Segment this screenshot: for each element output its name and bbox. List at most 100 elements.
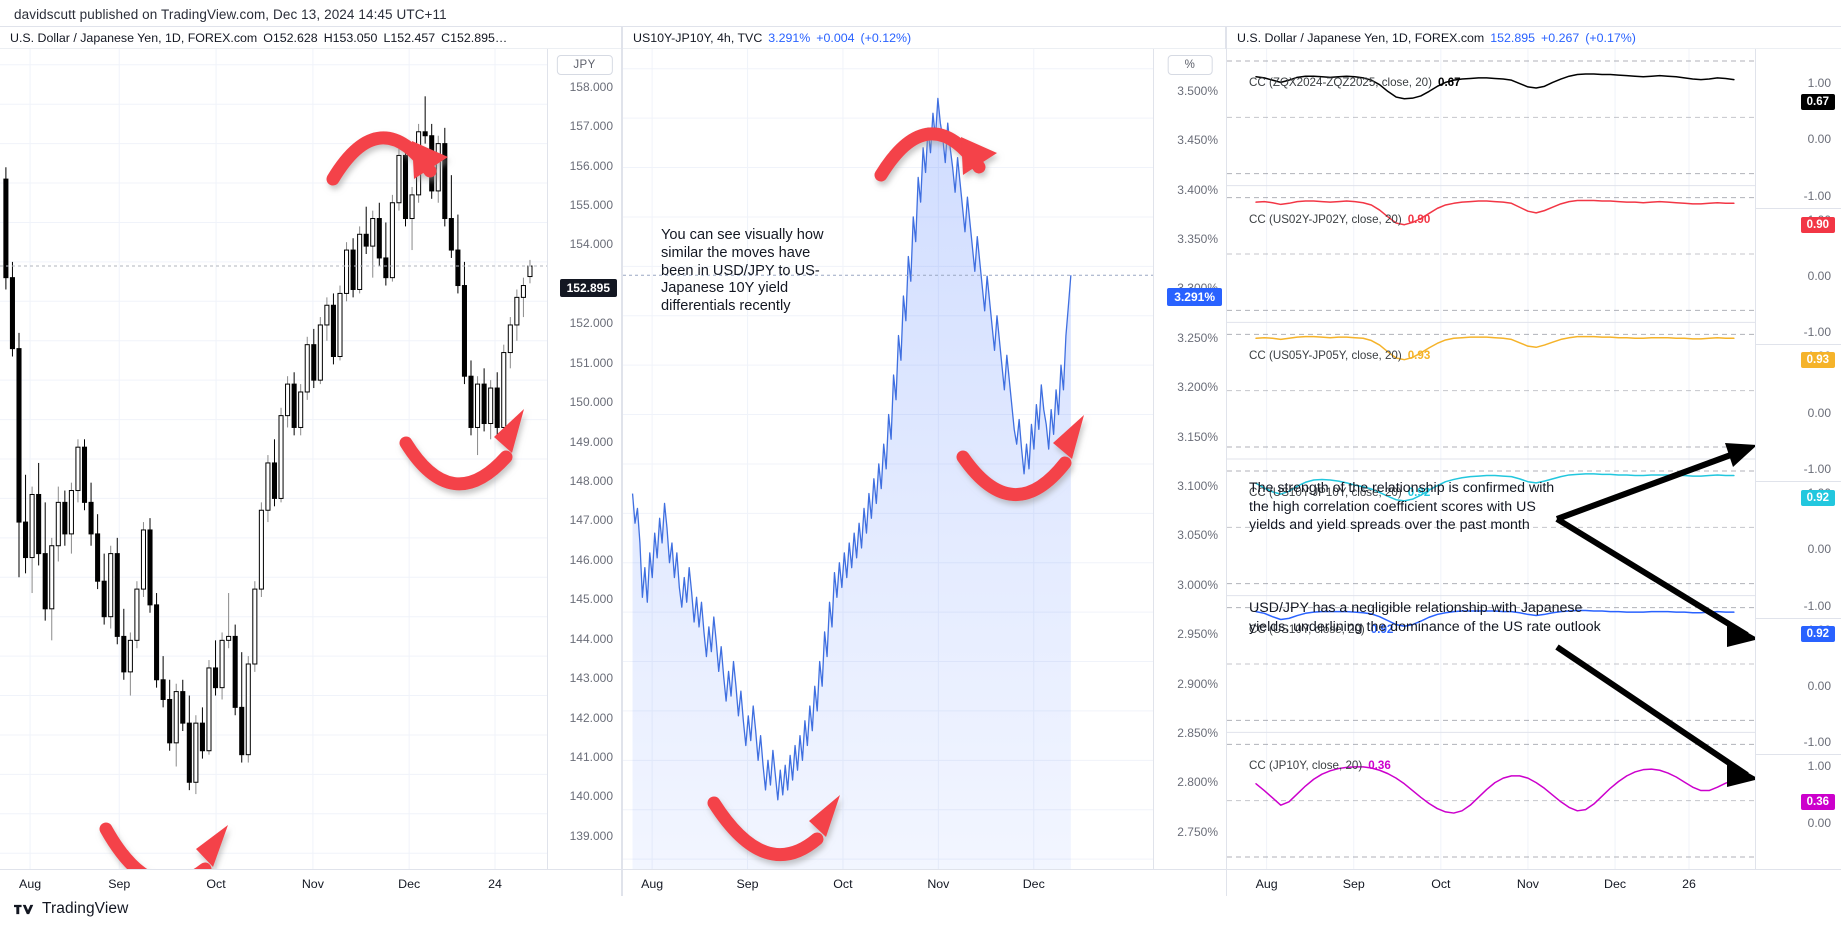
panel3-indicator-badge: 0.92 — [1800, 489, 1835, 506]
panel1-y-tick: 142.000 — [569, 710, 613, 725]
panel1-x-tick: Nov — [301, 877, 324, 891]
correlation-series-group — [1227, 49, 1755, 869]
panel1-y-tick: 152.000 — [569, 316, 613, 331]
panel3-indicator-name: CC (US02Y-JP02Y, close, 20) — [1249, 212, 1402, 226]
panel1-x-tick: Dec — [398, 877, 421, 891]
panel2-y-tick: 3.150% — [1177, 429, 1218, 444]
panel2-y-tick: 3.100% — [1177, 478, 1218, 493]
panel1-x-tick: Sep — [108, 877, 131, 891]
panel1-x-tick: Aug — [19, 877, 42, 891]
panel1-low: L152.457 — [383, 30, 436, 45]
panel3-indicator-badge: 0.93 — [1800, 352, 1835, 369]
panel2-x-tick: Nov — [927, 877, 950, 891]
panel2-change: +0.004 — [816, 30, 855, 45]
chart-panel-yield-spread: US10Y-JP10Y, 4h, TVC 3.291% +0.004 (+0.1… — [622, 26, 1226, 897]
panel2-scale-unit[interactable]: % — [1167, 55, 1213, 75]
panel3-y-tick: -1.00 — [1803, 325, 1831, 340]
panel1-scale-unit[interactable]: JPY — [556, 55, 613, 75]
panel1-y-tick: 141.000 — [569, 749, 613, 764]
panel3-y-tick: 0.00 — [1807, 815, 1831, 830]
panel1-y-tick: 158.000 — [569, 79, 613, 94]
panel1-y-tick: 148.000 — [569, 474, 613, 488]
chart-panel-correlations: U.S. Dollar / Japanese Yen, 1D, FOREX.co… — [1226, 26, 1841, 897]
panel1-header: U.S. Dollar / Japanese Yen, 1D, FOREX.co… — [0, 27, 621, 49]
panel1-y-tick: 154.000 — [569, 237, 613, 252]
panel2-time-scale[interactable]: Aug Sep Oct Nov Dec — [623, 869, 1226, 897]
panel3-annotation-japanese-yields: USD/JPY has a negligible relationship wi… — [1249, 600, 1601, 635]
panel3-pane-separator — [1756, 207, 1841, 209]
panel3-indicator-name: CC (ZQX2024-ZQZ2025, close, 20) — [1249, 76, 1432, 89]
panel2-x-tick: Sep — [736, 877, 759, 891]
panel3-indicator-legend[interactable]: CC (US10Y, close, 20) 0.92 — [1249, 623, 1393, 636]
panel2-last-price-badge: 3.291% — [1167, 288, 1222, 307]
panel2-y-tick: 3.400% — [1177, 182, 1218, 197]
panel3-x-tick: Aug — [1255, 877, 1278, 891]
panel1-y-tick: 155.000 — [569, 198, 613, 213]
panel3-indicator-legend[interactable]: CC (JP10Y, close, 20) 0.36 — [1249, 759, 1391, 772]
panel3-indicator-value: 0.92 — [1370, 622, 1394, 636]
panel3-plot-area[interactable]: The strength of the relationship is conf… — [1227, 49, 1755, 869]
panel3-x-tick: Dec — [1604, 877, 1627, 891]
panel1-y-tick: 139.000 — [569, 828, 613, 843]
panel1-y-tick: 151.000 — [569, 355, 613, 370]
panel1-y-tick: 149.000 — [569, 434, 613, 449]
panel2-y-tick: 3.250% — [1177, 330, 1218, 345]
panel3-indicator-legend[interactable]: CC (US02Y-JP02Y, close, 20) 0.90 — [1249, 213, 1430, 226]
panel2-x-tick: Oct — [833, 877, 853, 891]
panel3-indicator-legend[interactable]: CC (US10Y-JP10Y, close, 20) 0.92 — [1249, 486, 1430, 499]
panel3-y-tick: 1.00 — [1807, 76, 1831, 90]
panel1-time-scale[interactable]: Aug Sep Oct Nov Dec 24 — [0, 869, 621, 897]
panel3-indicator-name: CC (JP10Y, close, 20) — [1249, 759, 1363, 773]
panel2-y-tick: 2.950% — [1177, 627, 1218, 642]
panel2-y-tick: 2.900% — [1177, 676, 1218, 691]
panel1-price-scale[interactable]: JPY 158.000 157.000 156.000 155.000 154.000 1… — [547, 49, 621, 882]
panel2-y-tick: 3.350% — [1177, 231, 1218, 246]
panel3-pane-separator — [1756, 617, 1841, 619]
panel3-y-tick: 0.00 — [1807, 269, 1831, 283]
panel3-y-tick: 0.00 — [1807, 542, 1831, 557]
panel1-y-tick: 143.000 — [569, 671, 613, 686]
panel3-y-tick: -1.00 — [1803, 598, 1831, 613]
panel1-y-tick: 156.000 — [569, 158, 613, 173]
panel3-price-scale[interactable]: 1.000.00-1.000.671.000.00-1.000.901.000.… — [1755, 49, 1841, 886]
panel1-symbol-label: U.S. Dollar / Japanese Yen, 1D, FOREX.co… — [10, 30, 258, 45]
candlestick-series — [0, 49, 547, 869]
panel1-y-tick: 140.000 — [569, 789, 613, 804]
panel3-indicator-legend[interactable]: CC (US05Y-JP05Y, close, 20) 0.93 — [1249, 349, 1430, 362]
panel2-y-tick: 3.500% — [1177, 83, 1218, 98]
panel1-y-tick: 150.000 — [569, 395, 613, 410]
panel3-indicator-value: 0.93 — [1407, 349, 1431, 363]
panel3-y-tick: 0.00 — [1807, 679, 1831, 693]
panel2-x-tick: Dec — [1022, 877, 1045, 891]
publisher-byline: davidscutt published on TradingView.com,… — [14, 7, 447, 22]
panel1-plot-area[interactable] — [0, 49, 547, 869]
panel3-y-tick: 0.00 — [1807, 132, 1831, 147]
panel2-annotation-text: You can see visually how similar the mov… — [661, 227, 824, 315]
panel3-y-tick: -1.00 — [1803, 735, 1831, 750]
panel3-time-scale[interactable]: Aug Sep Oct Nov Dec 26 — [1227, 869, 1841, 897]
panel3-indicator-name: CC (US10Y-JP10Y, close, 20) — [1249, 486, 1402, 499]
panel2-change-percent: (+0.12%) — [860, 30, 912, 45]
panel3-y-tick: 0.00 — [1807, 405, 1831, 420]
panel3-pane-separator — [1756, 481, 1841, 482]
area-series — [623, 49, 1153, 869]
panel3-pane-separator — [1756, 344, 1841, 346]
panel3-change: +0.267 — [1541, 30, 1580, 45]
panel1-last-price-badge: 152.895 — [559, 279, 617, 298]
panel1-y-tick: 145.000 — [569, 592, 613, 607]
panel3-indicator-value: 0.92 — [1407, 486, 1431, 499]
panel1-high: H153.050 — [323, 30, 378, 45]
panel3-change-percent: (+0.17%) — [1585, 30, 1636, 45]
panel3-indicator-value: 0.36 — [1368, 759, 1391, 773]
panel3-indicator-legend[interactable]: CC (ZQX2024-ZQZ2025, close, 20) 0.67 — [1249, 76, 1461, 89]
panel3-y-tick: -1.00 — [1803, 462, 1831, 476]
panel2-price-scale[interactable]: % 3.500%3.450%3.400%3.350%3.300%3.250%3.… — [1153, 49, 1226, 888]
tradingview-brand-label: TradingView — [42, 900, 129, 917]
panel3-indicator-badge: 0.67 — [1800, 93, 1835, 110]
tradingview-footer: TradingView — [14, 900, 128, 918]
panel3-indicator-badge: 0.92 — [1800, 626, 1835, 643]
panel1-y-tick: 144.000 — [569, 631, 613, 646]
panel2-plot-area[interactable]: You can see visually how similar the mov… — [623, 49, 1153, 869]
panel1-open: O152.628 — [263, 30, 318, 45]
